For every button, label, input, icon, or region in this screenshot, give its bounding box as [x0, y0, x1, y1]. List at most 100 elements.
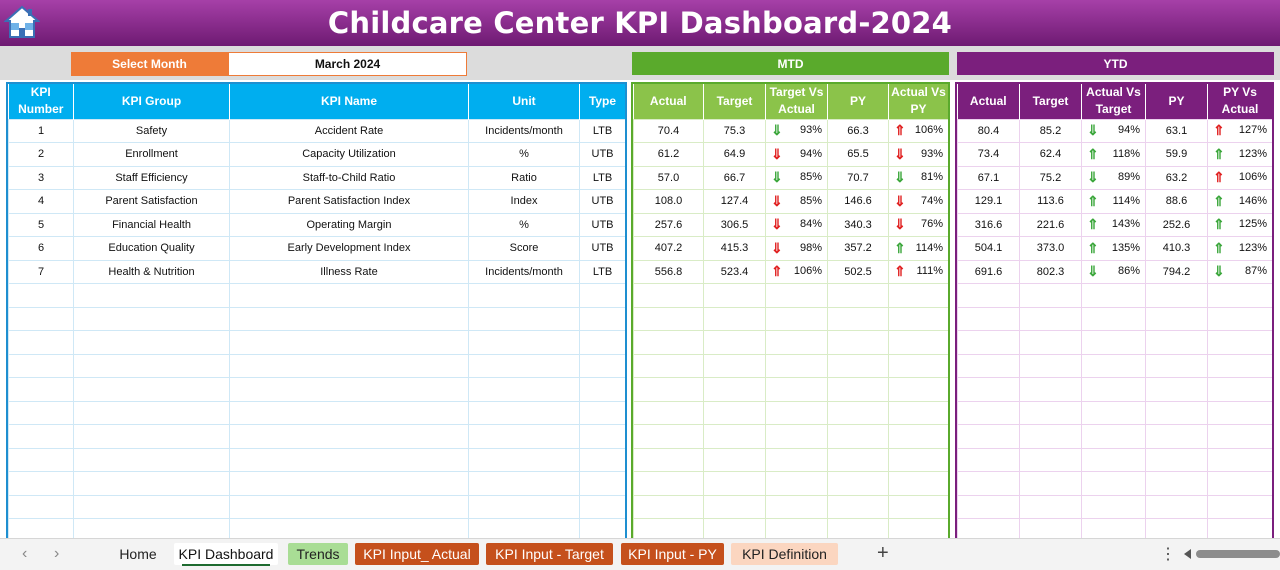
empty-cell[interactable]: [827, 306, 889, 331]
empty-cell[interactable]: [633, 400, 704, 425]
empty-cell[interactable]: [765, 377, 828, 402]
empty-cell[interactable]: [1081, 353, 1146, 378]
empty-cell[interactable]: [579, 400, 625, 425]
empty-cell[interactable]: [703, 471, 766, 496]
empty-cell[interactable]: [8, 447, 74, 472]
plus-icon[interactable]: +: [877, 542, 889, 564]
empty-cell[interactable]: [888, 330, 948, 355]
empty-cell[interactable]: [827, 330, 889, 355]
empty-cell[interactable]: [827, 424, 889, 449]
empty-cell[interactable]: [827, 518, 889, 538]
empty-cell[interactable]: [1145, 471, 1208, 496]
empty-cell[interactable]: [579, 353, 625, 378]
empty-cell[interactable]: [703, 306, 766, 331]
empty-cell[interactable]: [1019, 471, 1082, 496]
empty-cell[interactable]: [1019, 424, 1082, 449]
empty-cell[interactable]: [1207, 283, 1272, 308]
empty-cell[interactable]: [8, 353, 74, 378]
vertical-ellipsis-icon[interactable]: ⋮: [1160, 546, 1176, 563]
empty-cell[interactable]: [888, 424, 948, 449]
empty-cell[interactable]: [468, 471, 580, 496]
empty-cell[interactable]: [957, 518, 1020, 538]
empty-cell[interactable]: [229, 400, 469, 425]
empty-cell[interactable]: [579, 424, 625, 449]
empty-cell[interactable]: [1207, 330, 1272, 355]
empty-cell[interactable]: [1081, 283, 1146, 308]
empty-cell[interactable]: [633, 330, 704, 355]
empty-cell[interactable]: [765, 424, 828, 449]
empty-cell[interactable]: [957, 447, 1020, 472]
empty-cell[interactable]: [1207, 471, 1272, 496]
empty-cell[interactable]: [1019, 353, 1082, 378]
empty-cell[interactable]: [633, 353, 704, 378]
empty-cell[interactable]: [229, 330, 469, 355]
empty-cell[interactable]: [8, 283, 74, 308]
empty-cell[interactable]: [957, 377, 1020, 402]
empty-cell[interactable]: [579, 330, 625, 355]
empty-cell[interactable]: [1207, 353, 1272, 378]
empty-cell[interactable]: [703, 377, 766, 402]
empty-cell[interactable]: [229, 306, 469, 331]
empty-cell[interactable]: [1145, 424, 1208, 449]
empty-cell[interactable]: [8, 518, 74, 538]
empty-cell[interactable]: [1145, 447, 1208, 472]
empty-cell[interactable]: [633, 447, 704, 472]
empty-cell[interactable]: [888, 306, 948, 331]
empty-cell[interactable]: [765, 471, 828, 496]
empty-cell[interactable]: [633, 283, 704, 308]
empty-cell[interactable]: [73, 447, 230, 472]
empty-cell[interactable]: [579, 377, 625, 402]
home-icon[interactable]: [4, 4, 40, 40]
empty-cell[interactable]: [703, 330, 766, 355]
empty-cell[interactable]: [1145, 283, 1208, 308]
empty-cell[interactable]: [633, 306, 704, 331]
empty-cell[interactable]: [1145, 494, 1208, 519]
empty-cell[interactable]: [827, 400, 889, 425]
empty-cell[interactable]: [888, 494, 948, 519]
empty-cell[interactable]: [229, 494, 469, 519]
tab-trends[interactable]: Trends: [288, 543, 348, 565]
empty-cell[interactable]: [827, 353, 889, 378]
empty-cell[interactable]: [1081, 377, 1146, 402]
empty-cell[interactable]: [1145, 518, 1208, 538]
empty-cell[interactable]: [633, 471, 704, 496]
empty-cell[interactable]: [765, 494, 828, 519]
select-month-dropdown[interactable]: March 2024: [228, 52, 467, 76]
empty-cell[interactable]: [957, 330, 1020, 355]
empty-cell[interactable]: [957, 471, 1020, 496]
empty-cell[interactable]: [703, 494, 766, 519]
empty-cell[interactable]: [888, 283, 948, 308]
empty-cell[interactable]: [1145, 377, 1208, 402]
empty-cell[interactable]: [8, 471, 74, 496]
empty-cell[interactable]: [703, 447, 766, 472]
empty-cell[interactable]: [8, 377, 74, 402]
empty-cell[interactable]: [1145, 306, 1208, 331]
empty-cell[interactable]: [1207, 494, 1272, 519]
empty-cell[interactable]: [468, 494, 580, 519]
empty-cell[interactable]: [1145, 353, 1208, 378]
tab-kpi-input-target[interactable]: KPI Input - Target: [486, 543, 613, 565]
empty-cell[interactable]: [73, 494, 230, 519]
empty-cell[interactable]: [73, 353, 230, 378]
empty-cell[interactable]: [73, 377, 230, 402]
empty-cell[interactable]: [703, 353, 766, 378]
empty-cell[interactable]: [827, 283, 889, 308]
empty-cell[interactable]: [1081, 306, 1146, 331]
empty-cell[interactable]: [73, 306, 230, 331]
empty-cell[interactable]: [73, 471, 230, 496]
empty-cell[interactable]: [1145, 400, 1208, 425]
tab-kpi-input-actual[interactable]: KPI Input_ Actual: [355, 543, 479, 565]
empty-cell[interactable]: [1207, 377, 1272, 402]
empty-cell[interactable]: [888, 353, 948, 378]
empty-cell[interactable]: [1207, 447, 1272, 472]
empty-cell[interactable]: [8, 400, 74, 425]
empty-cell[interactable]: [703, 283, 766, 308]
empty-cell[interactable]: [765, 306, 828, 331]
empty-cell[interactable]: [1081, 424, 1146, 449]
empty-cell[interactable]: [703, 424, 766, 449]
empty-cell[interactable]: [1019, 306, 1082, 331]
tab-home[interactable]: Home: [119, 546, 157, 562]
empty-cell[interactable]: [579, 306, 625, 331]
empty-cell[interactable]: [8, 424, 74, 449]
scroll-left-icon[interactable]: [1184, 549, 1191, 559]
